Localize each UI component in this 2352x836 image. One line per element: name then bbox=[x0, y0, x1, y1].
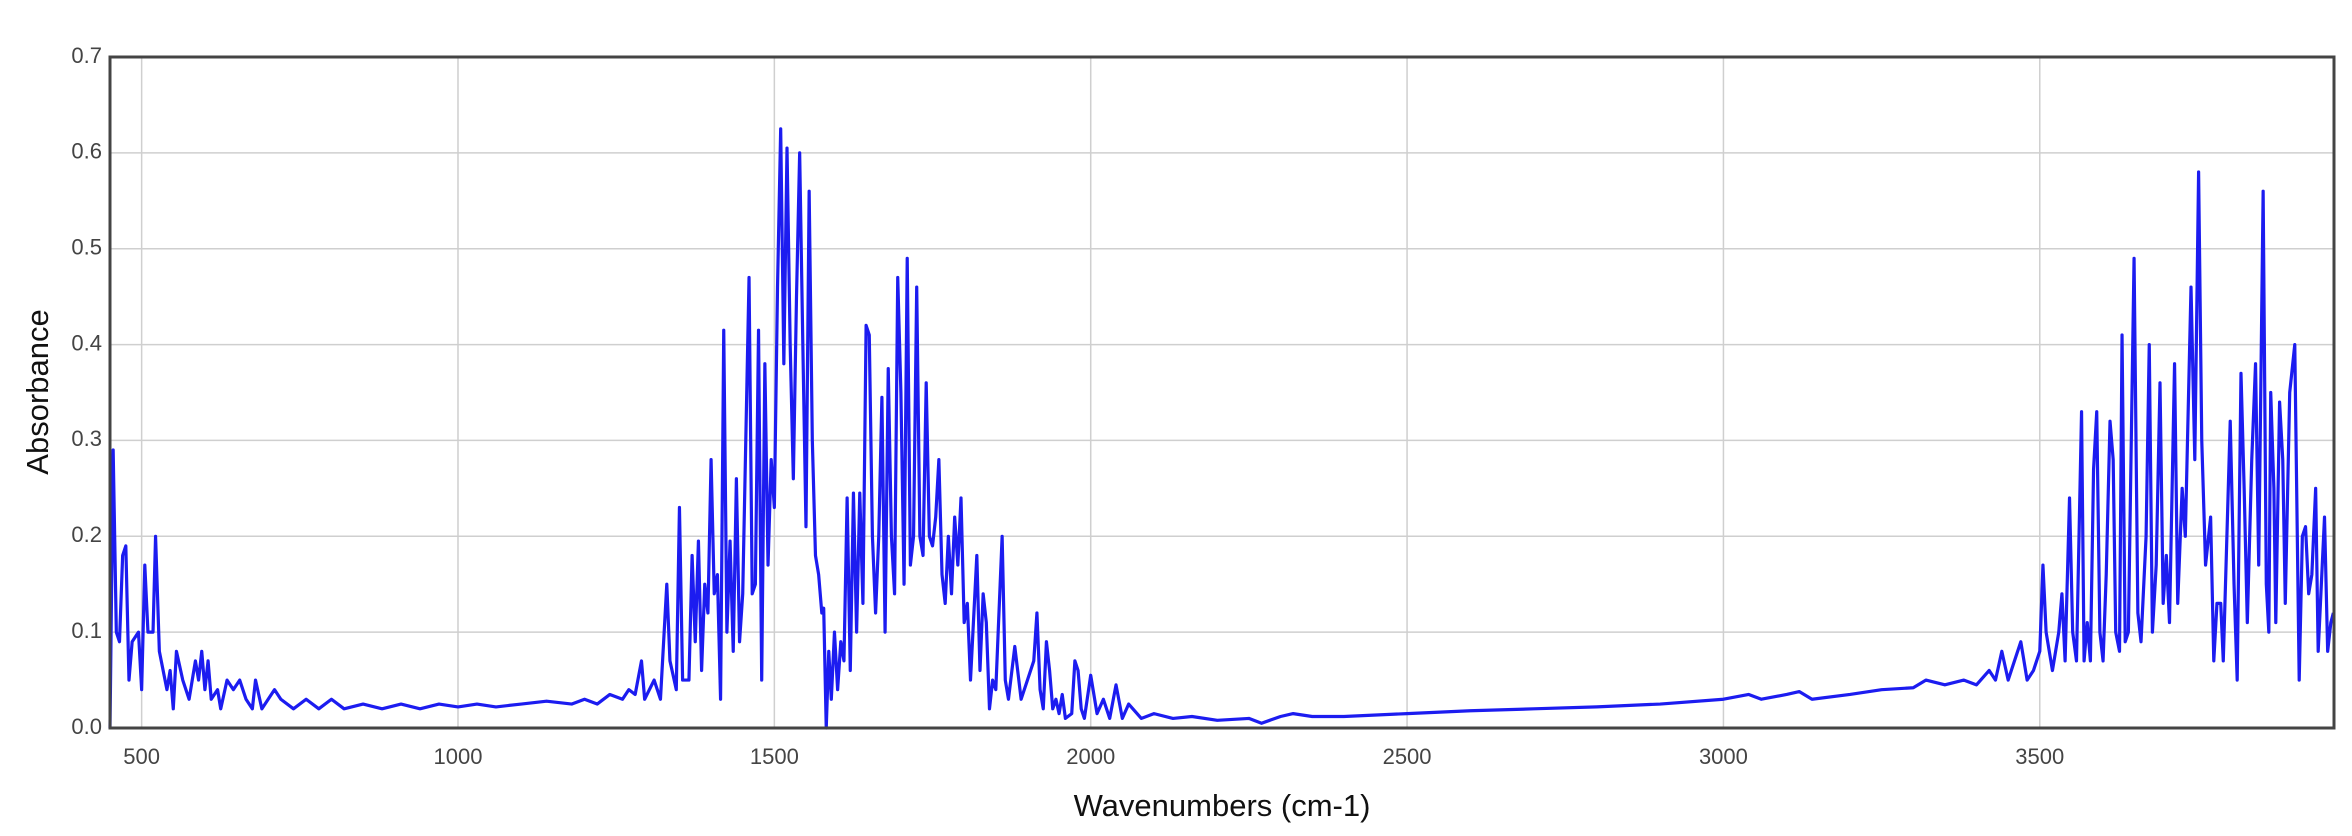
y-tick-label: 0.7 bbox=[71, 43, 102, 68]
x-tick-label: 1000 bbox=[434, 744, 483, 769]
x-tick-label: 2500 bbox=[1383, 744, 1432, 769]
y-tick-label: 0.6 bbox=[71, 139, 102, 164]
y-tick-label: 0.5 bbox=[71, 235, 102, 260]
y-tick-label: 0.1 bbox=[71, 618, 102, 643]
y-tick-label: 0.4 bbox=[71, 330, 102, 355]
x-tick-label: 500 bbox=[123, 744, 160, 769]
x-tick-label: 3500 bbox=[2015, 744, 2064, 769]
plot-frame bbox=[108, 55, 2336, 730]
y-axis-title: Absorbance bbox=[20, 309, 55, 474]
x-tick-label: 3000 bbox=[1699, 744, 1748, 769]
x-axis-title: Wavenumbers (cm-1) bbox=[1074, 788, 1371, 823]
y-tick-label: 0.2 bbox=[71, 522, 102, 547]
x-tick-label: 2000 bbox=[1066, 744, 1115, 769]
y-tick-label: 0.3 bbox=[71, 426, 102, 451]
spectrum-line bbox=[108, 127, 2335, 730]
x-tick-label: 1500 bbox=[750, 744, 799, 769]
y-tick-label: 0.0 bbox=[71, 714, 102, 739]
